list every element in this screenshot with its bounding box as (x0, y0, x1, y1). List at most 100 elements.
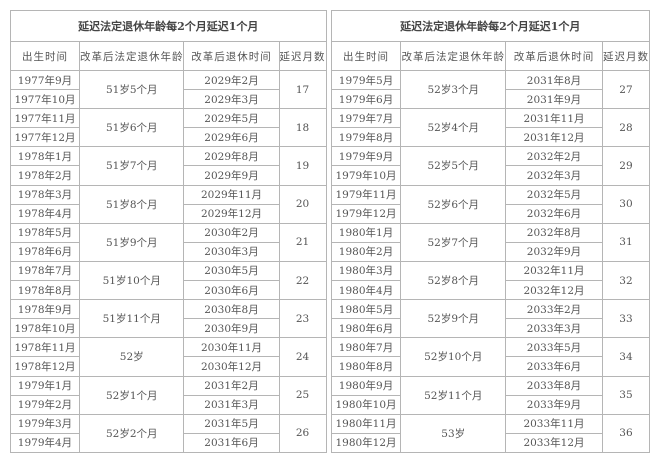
delay-months-cell: 21 (278, 222, 327, 262)
column-header: 改革后法定退休年龄 (400, 41, 506, 71)
table-row: 1979年3月 52岁2个月 2031年5月 26 (10, 413, 327, 453)
retirement-age-cell: 51岁6个月 (78, 108, 185, 148)
retirement-age-cell: 52岁7个月 (400, 222, 506, 262)
retirement-date-cell: 2030年6月 (183, 280, 280, 301)
birth-date-cell: 1979年9月 (330, 146, 402, 167)
birth-date-cell: 1979年3月 (10, 413, 80, 434)
retirement-date-cell: 2029年8月 (183, 146, 280, 167)
table-row: 1977年11月 51岁6个月 2029年5月 18 (10, 108, 327, 148)
retirement-age-cell: 52岁10个月 (400, 337, 506, 377)
birth-date-cell: 1978年11月 (10, 337, 80, 358)
retirement-age-cell: 53岁 (400, 413, 506, 453)
retirement-date-cell: 2029年3月 (183, 89, 280, 110)
table-row: 1979年10月 2032年3月 (330, 165, 649, 186)
table-row: 1979年7月 52岁4个月 2031年11月 28 (330, 108, 650, 148)
column-header: 出生时间 (330, 41, 402, 71)
retirement-age-cell: 51岁8个月 (78, 184, 185, 224)
retirement-date-cell: 2030年12月 (183, 356, 280, 377)
delay-months-cell: 33 (601, 299, 650, 339)
retirement-date-cell: 2032年3月 (504, 165, 603, 186)
retirement-date-cell: 2030年2月 (183, 222, 280, 243)
birth-date-cell: 1979年2月 (10, 394, 80, 415)
retirement-date-cell: 2031年9月 (504, 89, 603, 110)
birth-date-cell: 1980年5月 (330, 299, 402, 320)
birth-date-cell: 1978年10月 (10, 318, 80, 339)
retirement-age-cell: 52岁6个月 (400, 184, 506, 224)
retirement-age-cell: 51岁11个月 (78, 299, 185, 339)
retirement-date-cell: 2030年5月 (183, 260, 280, 282)
delay-months-cell: 30 (601, 184, 650, 224)
birth-date-cell: 1980年12月 (330, 432, 402, 453)
retirement-age-cell: 52岁 (78, 337, 185, 377)
column-header: 延迟月数 (601, 41, 650, 71)
table-row: 1977年12月 2029年6月 (10, 127, 327, 148)
delay-months-cell: 26 (278, 413, 327, 453)
retirement-date-cell: 2030年9月 (183, 318, 280, 339)
birth-date-cell: 1978年2月 (10, 165, 80, 186)
delay-months-cell: 19 (278, 146, 327, 186)
table-row: 1978年2月 2029年9月 (10, 165, 327, 186)
retirement-date-cell: 2032年6月 (504, 203, 603, 224)
table-row: 1978年12月 2030年12月 (10, 356, 327, 377)
delay-months-cell: 22 (278, 260, 327, 301)
column-header: 改革后退休时间 (504, 41, 603, 71)
retirement-date-cell: 2030年8月 (183, 299, 280, 320)
retirement-date-cell: 2032年5月 (504, 184, 603, 205)
birth-date-cell: 1979年12月 (330, 203, 402, 224)
retirement-age-cell: 52岁8个月 (400, 260, 506, 301)
retirement-date-cell: 2031年6月 (183, 432, 280, 453)
retirement-age-cell: 51岁10个月 (78, 260, 185, 301)
table-row: 1978年8月 2030年6月 (10, 280, 327, 301)
retirement-date-cell: 2033年8月 (504, 375, 603, 396)
retirement-date-cell: 2033年9月 (504, 394, 603, 415)
retirement-age-cell: 51岁7个月 (78, 146, 185, 186)
table-row: 1980年12月 2033年12月 (330, 432, 649, 453)
retirement-age-cell: 52岁9个月 (400, 299, 506, 339)
table-row: 1980年6月 2033年3月 (330, 318, 649, 339)
table-row: 1978年10月 2030年9月 (10, 318, 327, 339)
retirement-date-cell: 2029年9月 (183, 165, 280, 186)
birth-date-cell: 1978年5月 (10, 222, 80, 243)
table-row: 1979年8月 2031年12月 (330, 127, 649, 148)
birth-date-cell: 1979年1月 (10, 375, 80, 396)
birth-date-cell: 1978年8月 (10, 280, 80, 301)
birth-date-cell: 1977年12月 (10, 127, 80, 148)
column-header: 改革后退休时间 (183, 41, 280, 71)
retirement-table-left: 延迟法定退休年龄每2个月延迟1个月 出生时间 改革后法定退休年龄 改革后退休时间 延迟月… (10, 10, 327, 453)
table-row: 1978年9月 51岁11个月 2030年8月 23 (10, 299, 327, 339)
delay-months-cell: 34 (601, 337, 650, 377)
table-title: 延迟法定退休年龄每2个月延迟1个月 (330, 10, 650, 42)
birth-date-cell: 1977年9月 (10, 69, 80, 91)
birth-date-cell: 1978年3月 (10, 184, 80, 205)
delay-months-cell: 25 (278, 375, 327, 415)
retirement-age-cell: 51岁5个月 (78, 69, 185, 110)
birth-date-cell: 1980年9月 (330, 375, 402, 396)
table-title: 延迟法定退休年龄每2个月延迟1个月 (10, 10, 327, 42)
birth-date-cell: 1979年4月 (10, 432, 80, 453)
table-row: 1980年1月 52岁7个月 2032年8月 31 (330, 222, 650, 262)
retirement-date-cell: 2031年5月 (183, 413, 280, 434)
retirement-date-cell: 2032年11月 (504, 260, 603, 282)
delay-months-cell: 35 (601, 375, 650, 415)
birth-date-cell: 1980年7月 (330, 337, 402, 358)
retirement-date-cell: 2031年2月 (183, 375, 280, 396)
retirement-date-cell: 2033年2月 (504, 299, 603, 320)
table-row: 1979年4月 2031年6月 (10, 432, 327, 453)
retirement-date-cell: 2030年3月 (183, 241, 280, 262)
birth-date-cell: 1980年10月 (330, 394, 402, 415)
table-row: 1980年9月 52岁11个月 2033年8月 35 (330, 375, 650, 415)
retirement-date-cell: 2032年8月 (504, 222, 603, 243)
delay-months-cell: 24 (278, 337, 327, 377)
retirement-age-cell: 52岁2个月 (78, 413, 185, 453)
retirement-age-cell: 52岁3个月 (400, 69, 506, 110)
title-row: 延迟法定退休年龄每2个月延迟1个月 (330, 10, 650, 42)
retirement-date-cell: 2029年5月 (183, 108, 280, 129)
retirement-date-cell: 2033年11月 (504, 413, 603, 434)
retirement-date-cell: 2031年12月 (504, 127, 603, 148)
delay-months-cell: 20 (278, 184, 327, 224)
birth-date-cell: 1980年2月 (330, 241, 402, 262)
delay-months-cell: 28 (601, 108, 650, 148)
birth-date-cell: 1977年11月 (10, 108, 80, 129)
retirement-age-cell: 52岁1个月 (78, 375, 185, 415)
table-row: 1978年7月 51岁10个月 2030年5月 22 (10, 260, 327, 301)
